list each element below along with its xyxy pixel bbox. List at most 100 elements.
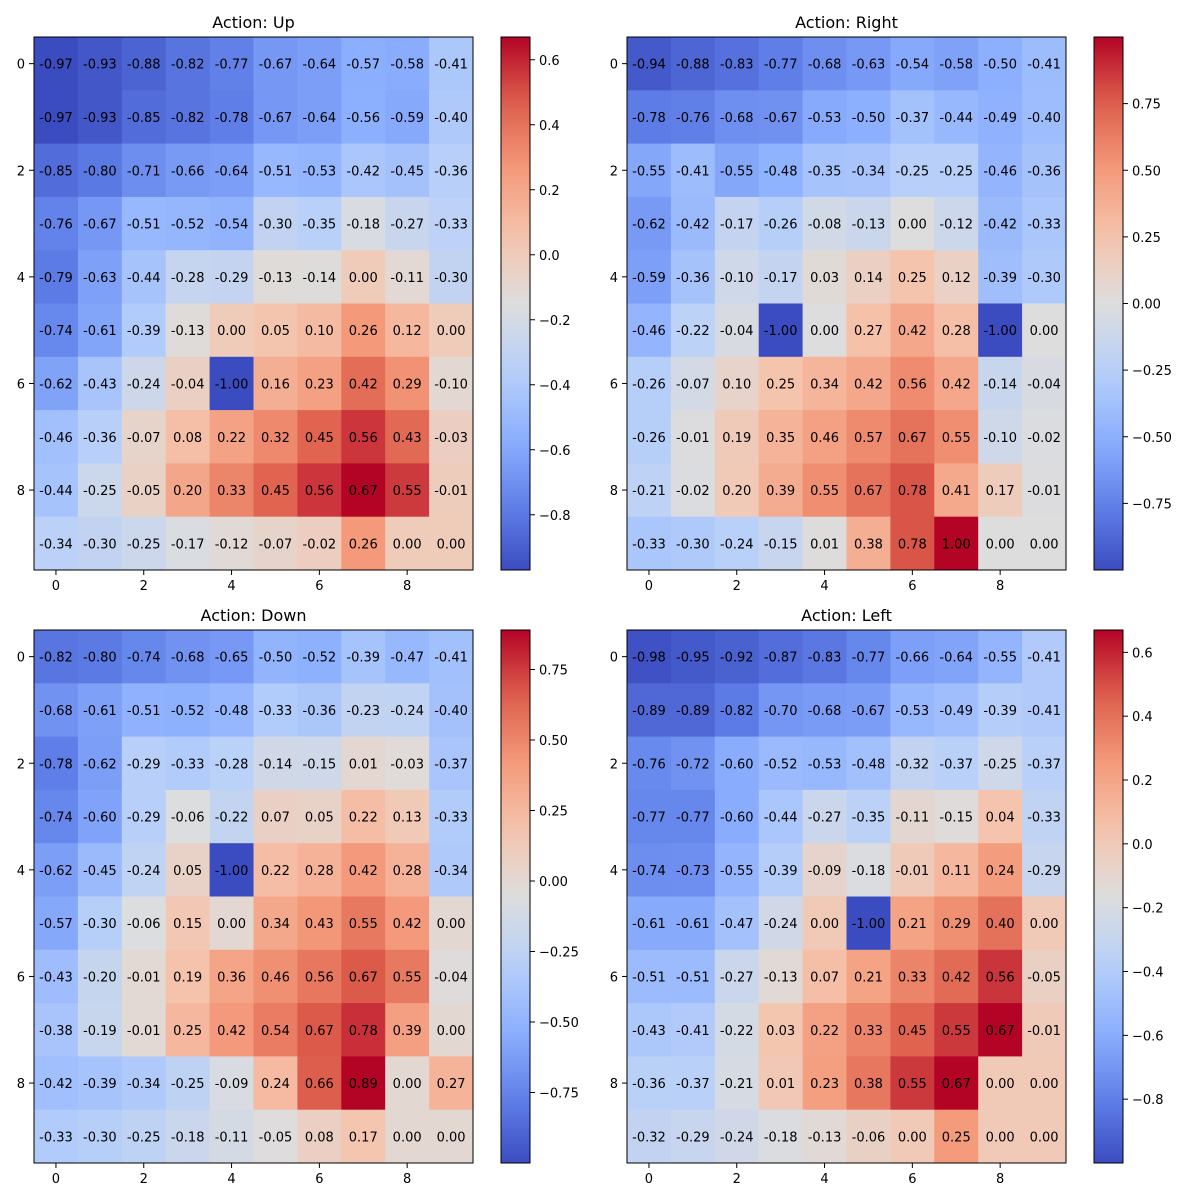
cell-value-label: -0.36 <box>676 271 710 286</box>
heatmap-cell <box>209 250 254 304</box>
cell-value-label: -0.78 <box>632 111 666 126</box>
cell-value-label: -0.49 <box>983 111 1017 126</box>
cell-value-label: -0.50 <box>852 111 886 126</box>
heatmap-cell <box>165 410 211 464</box>
heatmap-cell <box>341 463 386 518</box>
heatmap-cell <box>165 143 211 198</box>
heatmap-cell <box>341 90 386 145</box>
heatmap-cell <box>1022 736 1067 791</box>
cell-value-label: 0.41 <box>942 484 971 499</box>
cell-value-label: -0.03 <box>434 431 468 446</box>
heatmap-cell <box>1022 463 1067 518</box>
cell-value-label: -0.48 <box>215 704 249 719</box>
cell-value-label: 0.21 <box>898 917 927 932</box>
cell-value-label: 0.55 <box>942 431 971 446</box>
cell-value-label: -0.40 <box>434 704 468 719</box>
cell-value-label: 0.25 <box>173 1024 202 1039</box>
cell-value-label: -0.29 <box>127 757 161 772</box>
x-tick-label: 0 <box>52 1172 60 1187</box>
heatmap-cell <box>846 1109 891 1164</box>
cell-value-label: 0.28 <box>942 324 971 339</box>
cell-value-label: -0.42 <box>346 164 380 179</box>
cell-value-label: -0.60 <box>720 811 754 826</box>
cell-value-label: -0.52 <box>171 218 205 233</box>
heatmap-cell <box>121 949 167 1004</box>
heatmap-cell <box>802 843 847 897</box>
cell-value-label: -0.93 <box>83 111 117 126</box>
cell-value-label: 0.00 <box>437 917 466 932</box>
cell-value-label: -0.26 <box>764 218 798 233</box>
heatmap-cell <box>1022 303 1067 358</box>
cell-value-label: -0.63 <box>83 271 117 286</box>
heatmap-cell <box>890 196 935 251</box>
heatmap-cell <box>253 303 298 358</box>
colorbar-tick-label: −0.6 <box>1132 1029 1164 1044</box>
cell-value-label: 0.07 <box>261 811 290 826</box>
cell-value-label: -0.25 <box>896 164 930 179</box>
x-tick-label: 8 <box>403 1172 411 1187</box>
heatmap-cell <box>627 896 672 951</box>
heatmap-cell <box>846 90 891 145</box>
cell-value-label: 0.00 <box>898 218 927 233</box>
cell-value-label: 0.24 <box>261 1077 290 1092</box>
cell-value-label: -0.54 <box>215 218 249 233</box>
heatmap-cell <box>934 949 979 1004</box>
heatmap-cell <box>341 196 386 251</box>
y-tick-label: 0 <box>610 651 618 666</box>
heatmap-cell <box>758 196 804 251</box>
cell-value-label: -0.24 <box>390 704 424 719</box>
cell-value-label: -0.33 <box>1027 218 1061 233</box>
colorbar-tick-label: 0.50 <box>539 734 568 749</box>
x-tick-label: 6 <box>908 1172 916 1187</box>
x-tick-label: 8 <box>996 1172 1004 1187</box>
cell-value-label: -0.54 <box>896 58 930 73</box>
cell-value-label: -0.51 <box>259 164 293 179</box>
cell-value-label: -0.95 <box>676 651 710 666</box>
cell-value-label: -0.66 <box>896 651 930 666</box>
heatmap-cell <box>77 896 123 951</box>
heatmap-cell <box>385 196 430 251</box>
cell-value-label: 0.11 <box>942 864 971 879</box>
cell-value-label: -0.29 <box>215 271 249 286</box>
heatmap-cell <box>385 463 430 518</box>
cell-value-label: -0.09 <box>215 1077 249 1092</box>
heatmap-cell <box>846 196 891 251</box>
x-tick-label: 0 <box>645 579 653 594</box>
heatmap-cell <box>165 1003 211 1057</box>
colorbar-tick-label: −0.50 <box>1132 431 1172 446</box>
heatmap-cell <box>253 250 298 304</box>
cell-value-label: 0.19 <box>722 431 751 446</box>
cell-value-label: -0.04 <box>171 377 205 392</box>
heatmap-cell <box>802 896 847 951</box>
cell-value-label: 0.55 <box>942 1024 971 1039</box>
heatmap-cell <box>297 90 342 145</box>
cell-value-label: -0.21 <box>632 484 666 499</box>
cell-value-label: 0.05 <box>305 811 334 826</box>
heatmap-cell <box>627 463 672 518</box>
cell-value-label: 0.67 <box>349 484 378 499</box>
cell-value-label: -0.18 <box>346 218 380 233</box>
x-tick-label: 6 <box>315 579 323 594</box>
cell-value-label: -0.60 <box>720 757 754 772</box>
cell-value-label: 0.00 <box>217 917 246 932</box>
panel-title: Action: Down <box>201 606 307 625</box>
cell-value-label: 0.55 <box>349 917 378 932</box>
heatmap-cell <box>429 463 474 518</box>
heatmap-cell <box>34 37 79 91</box>
heatmap-cell <box>429 736 474 791</box>
x-tick-label: 4 <box>820 1172 828 1187</box>
heatmap-cell <box>627 516 672 571</box>
cell-value-label: -0.05 <box>259 1130 293 1145</box>
heatmap-cell <box>846 410 891 464</box>
cell-value-label: -0.67 <box>83 218 117 233</box>
heatmap-cell <box>209 683 254 738</box>
cell-value-label: -0.53 <box>896 704 930 719</box>
heatmap-cell <box>627 356 672 411</box>
heatmap-cell <box>297 250 342 304</box>
heatmap-cell <box>385 683 430 738</box>
heatmap-cell <box>758 736 804 791</box>
cell-value-label: -0.21 <box>720 1077 754 1092</box>
cell-value-label: 0.27 <box>854 324 883 339</box>
heatmap-cell <box>890 736 935 791</box>
heatmap-cell <box>1022 356 1067 411</box>
